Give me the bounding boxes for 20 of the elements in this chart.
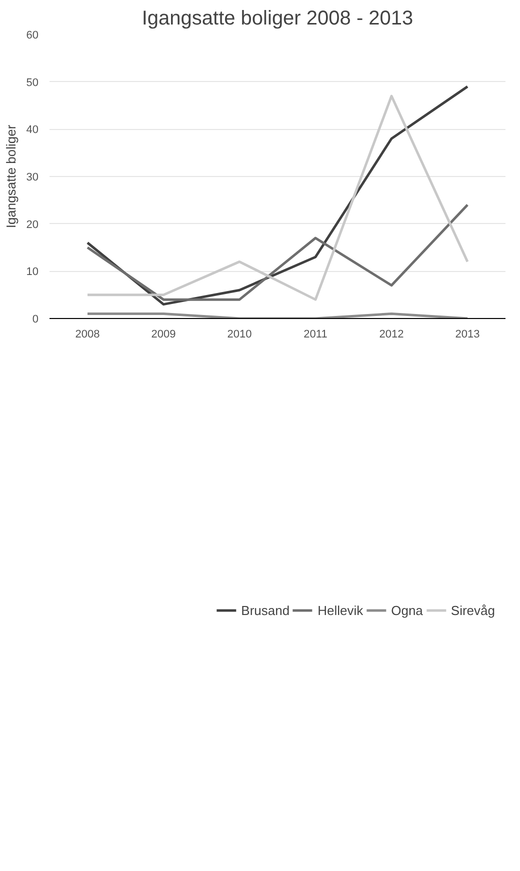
x-tick-label: 2013 — [455, 328, 480, 340]
chart-title: Igangsatte boliger 2008 - 2013 — [142, 8, 414, 30]
legend-label: Ogna — [391, 602, 423, 618]
line-series — [86, 204, 469, 301]
legend-label: Brusand — [241, 602, 290, 618]
x-tick-label: 2012 — [379, 328, 404, 340]
y-tick-label: 0 — [32, 314, 39, 326]
x-tick-label: 2009 — [151, 328, 176, 340]
x-tick-label: 2010 — [227, 328, 252, 340]
y-tick-label: 10 — [26, 266, 39, 278]
legend-label: Sirevåg — [450, 602, 495, 618]
y-tick-label: 20 — [26, 218, 39, 231]
x-tick-label: 2011 — [304, 328, 328, 340]
y-tick-label: 50 — [26, 76, 39, 89]
y-tick-label: 30 — [26, 172, 39, 184]
y-tick-label: 40 — [26, 124, 39, 136]
y-axis-title: Igangsatte boliger — [3, 124, 18, 228]
y-tick-label: 60 — [26, 30, 39, 42]
legend-label: Hellevik — [318, 602, 364, 618]
x-tick-label: 2008 — [75, 328, 100, 340]
